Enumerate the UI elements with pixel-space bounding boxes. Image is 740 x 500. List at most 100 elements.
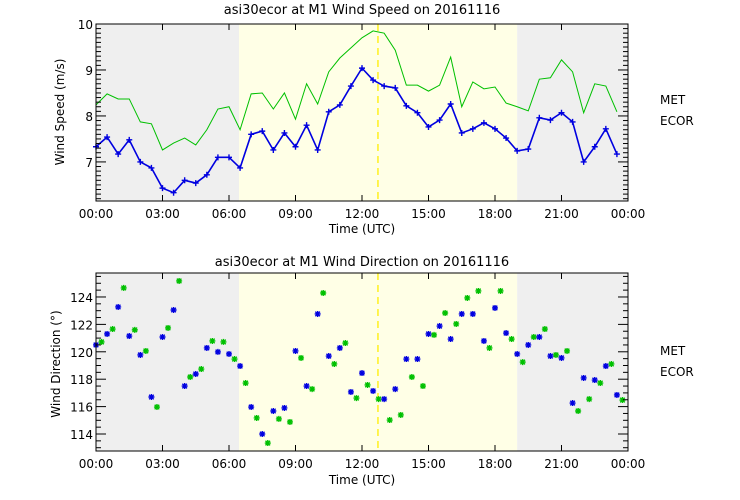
ecor-point (580, 374, 587, 381)
met-point (408, 374, 415, 381)
ecor-point (126, 136, 133, 143)
y-tick-label: 10 (78, 18, 93, 32)
ecor-point (558, 354, 565, 361)
x-tick-label: 03:00 (145, 457, 180, 471)
met-point (453, 320, 460, 327)
x-tick-label: 12:00 (345, 457, 380, 471)
x-tick-label: 18:00 (478, 457, 513, 471)
x-tick-label: 00:00 (611, 207, 646, 221)
ecor-point (214, 348, 221, 355)
x-tick-label: 03:00 (145, 207, 180, 221)
ecor-point (503, 330, 510, 337)
ecor-point (469, 310, 476, 317)
met-point (342, 340, 349, 347)
ecor-point (270, 407, 277, 414)
legend-met: MET (660, 93, 686, 107)
ecor-point (425, 123, 432, 130)
ecor-point (359, 370, 365, 377)
legend-met: MET (660, 344, 686, 358)
ecor-point (602, 363, 609, 370)
ecor-point (325, 108, 332, 115)
ecor-point (336, 344, 343, 351)
ecor-point (547, 117, 554, 124)
met-speed-line (95, 30, 618, 151)
x-tick-label: 00:00 (79, 457, 114, 471)
ecor-point (514, 350, 521, 357)
ecor-point (458, 129, 465, 136)
y-tick-label: 7 (85, 156, 93, 170)
ecor-point (104, 134, 111, 141)
met-point (530, 333, 537, 340)
met-point (575, 407, 582, 414)
ecor-point (525, 341, 532, 348)
ecor-point (370, 387, 377, 394)
ecor-point (525, 146, 532, 153)
ecor-point (226, 350, 232, 357)
met-point (131, 326, 138, 333)
ecor-point (248, 404, 255, 411)
met-point (552, 351, 559, 358)
x-tick-label: 09:00 (278, 457, 313, 471)
ecor-point (192, 180, 199, 187)
met-point (209, 337, 216, 344)
ecor-point (492, 304, 498, 311)
ecor-point (547, 353, 554, 360)
ecor-point (359, 65, 365, 72)
x-tick-label: 18:00 (478, 207, 513, 221)
ecor-point (414, 109, 421, 116)
ecor-point (325, 353, 332, 360)
met-point (597, 380, 604, 387)
ecor-point (425, 330, 432, 337)
met-point (586, 396, 593, 403)
met-point (375, 396, 382, 403)
ecor-point (403, 356, 410, 363)
ecor-point (248, 131, 255, 138)
ecor-point (292, 347, 299, 354)
ecor-point (237, 164, 244, 171)
ecor-point (569, 400, 576, 407)
met-point (464, 294, 471, 301)
ecor-point (447, 336, 454, 343)
x-tick-label: 15:00 (411, 457, 446, 471)
ecor-point (226, 154, 232, 161)
met-point (298, 354, 305, 361)
ecor-point (469, 125, 476, 132)
ecor-point (447, 100, 454, 107)
night-shading (517, 24, 628, 201)
wind-speed-title: asi30ecor at M1 Wind Speed on 20161116 (224, 3, 500, 18)
met-point (231, 356, 238, 363)
ecor-point (591, 143, 598, 150)
ecor-point (259, 128, 266, 135)
ecor-point (503, 135, 510, 142)
ecor-point (115, 303, 122, 310)
ecor-point (137, 158, 144, 165)
met-point (564, 347, 571, 354)
y-tick-label: 120 (70, 346, 93, 360)
ecor-point (259, 431, 266, 438)
ecor-point (514, 147, 521, 154)
ecor-point (148, 164, 155, 171)
ecor-point (492, 125, 498, 132)
ecor-point (170, 306, 177, 313)
night-shading (96, 24, 239, 201)
ecor-point (303, 383, 310, 390)
met-point (264, 440, 271, 447)
ecor-point (314, 310, 321, 317)
ecor-point (237, 363, 244, 370)
wind-speed-panel: 00:00 03:00 06:00 09:00 12:00 15:00 18:00 21:00… (53, 3, 694, 236)
met-point (431, 331, 438, 338)
met-point (98, 338, 105, 345)
x-tick-label: 21:00 (544, 207, 579, 221)
met-point (320, 290, 327, 297)
met-point (364, 381, 371, 388)
ecor-point (458, 310, 465, 317)
met-point (220, 338, 227, 345)
y-tick-label: 124 (70, 291, 93, 305)
ecor-point (214, 154, 221, 161)
y-tick-label: 8 (85, 110, 93, 124)
ecor-point (104, 330, 111, 337)
ecor-point (314, 146, 321, 153)
ecor-speed-line (95, 66, 618, 194)
ecor-point (159, 333, 166, 340)
legend-ecor: ECOR (660, 114, 694, 128)
